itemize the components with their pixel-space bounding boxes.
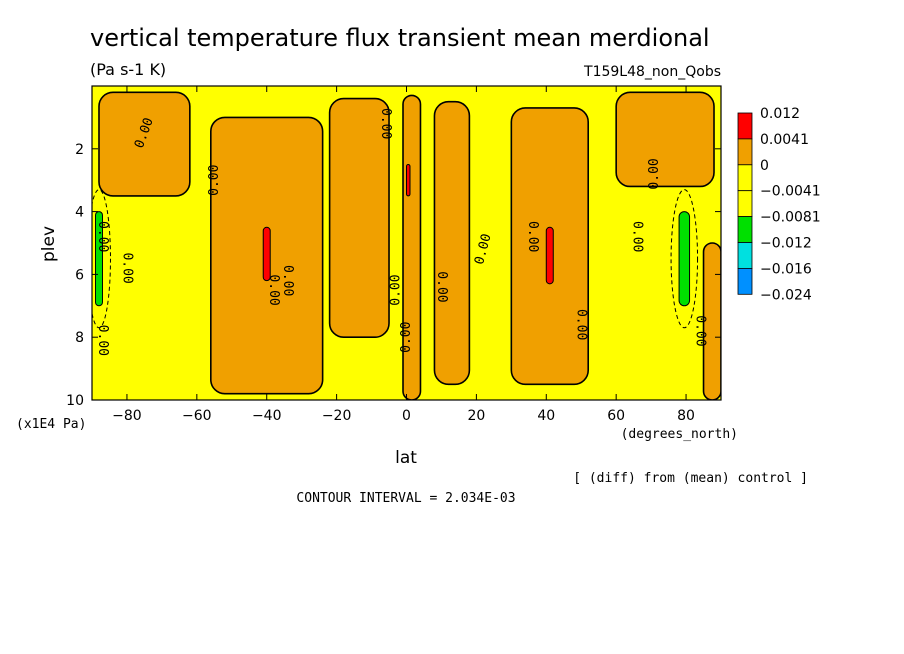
contour-region-negative <box>678 211 691 307</box>
x-axis-label: lat <box>395 448 417 468</box>
contour-label: 0.00 <box>207 165 222 196</box>
colorbar-label: −0.0041 <box>760 184 821 200</box>
colorbar-swatch <box>737 164 753 192</box>
x-tick-label: −40 <box>252 408 282 424</box>
x-tick-label: −80 <box>112 408 142 424</box>
x-tick-label: 40 <box>537 408 555 424</box>
contour-region-positive <box>328 97 390 338</box>
y-axis-units: (x1E4 Pa) <box>16 417 86 432</box>
contour-interval: CONTOUR INTERVAL = 2.034E-03 <box>296 491 515 506</box>
contour-label: 0.00 <box>574 309 589 340</box>
x-tick-label: −20 <box>322 408 352 424</box>
y-axis-label: plev <box>39 226 59 262</box>
y-tick-label: 6 <box>75 267 84 283</box>
contour-region-positive <box>98 91 191 197</box>
y-axis: 2 4 6 8 10 <box>66 142 721 409</box>
plot-area: 0.000.000.000.000.000.000.000.000.000.00… <box>92 86 721 400</box>
colorbar: 0.012 0.0041 0 −0.0041 −0.0081 −0.012 −0.016 −0… <box>737 106 821 303</box>
contour-label: 0.00 <box>95 325 110 356</box>
colorbar-label: −0.024 <box>760 287 812 303</box>
contour-label: 0.00 <box>693 315 708 346</box>
y-tick-label: 10 <box>66 393 84 409</box>
contour-label: 0.00 <box>399 322 414 353</box>
contour-label: 0.00 <box>389 274 404 305</box>
negative-contour-line <box>670 189 699 329</box>
colorbar-label: −0.016 <box>760 261 812 277</box>
chart-units: (Pa s-1 K) <box>90 60 166 79</box>
colorbar-swatch <box>737 267 753 295</box>
y-tick-label: 4 <box>75 205 84 221</box>
colorbar-swatch <box>737 216 753 243</box>
colorbar-label: 0.012 <box>760 106 800 122</box>
colorbar-swatch <box>737 112 753 140</box>
contour-label: 0.00 <box>280 265 295 296</box>
x-tick-label: −60 <box>182 408 212 424</box>
contour-region-strong-positive <box>545 226 554 285</box>
x-tick-label: 20 <box>467 408 485 424</box>
contour-label: 0.00 <box>525 221 540 252</box>
contour-region-strong-positive <box>406 164 411 197</box>
contour-label: 0.00 <box>119 252 134 283</box>
colorbar-label: −0.0081 <box>760 210 821 226</box>
run-label: T159L48_non_Qobs <box>583 64 721 80</box>
contour-region-negative <box>94 211 103 307</box>
x-tick-label: 0 <box>402 408 411 424</box>
negative-contour-line <box>92 189 111 329</box>
contour-label: 0.00 <box>378 108 393 139</box>
contour-region-positive <box>433 100 471 386</box>
x-axis: −80 −60 −40 −20 0 20 40 60 80 <box>112 86 695 424</box>
y-tick-label: 2 <box>75 142 84 158</box>
contour-label: 0.00 <box>95 221 110 252</box>
contour-region-positive <box>402 94 422 400</box>
chart-title: vertical temperature flux transient mean… <box>90 24 710 52</box>
diff-note: [ (diff) from (mean) control ] <box>573 471 808 486</box>
contour-label: 0.00 <box>630 221 645 252</box>
colorbar-label: −0.012 <box>760 236 812 252</box>
contour-label: 0.00 <box>647 158 662 189</box>
filled-regions <box>94 91 721 400</box>
colorbar-swatch <box>737 138 753 166</box>
colorbar-swatch <box>737 242 753 269</box>
x-tick-label: 60 <box>607 408 625 424</box>
negative-contours <box>92 189 699 329</box>
colorbar-label: 0 <box>760 158 769 174</box>
contour-label: 0.00 <box>434 271 449 302</box>
colorbar-swatch <box>737 190 753 217</box>
contour-label: 0.00 <box>266 274 281 305</box>
contour-region-strong-positive <box>262 226 271 282</box>
contour-region-positive <box>615 91 715 188</box>
y-tick-label: 8 <box>75 330 84 346</box>
colorbar-label: 0.0041 <box>760 132 809 148</box>
x-tick-label: 80 <box>677 408 695 424</box>
x-axis-units: (degrees_north) <box>621 427 738 442</box>
